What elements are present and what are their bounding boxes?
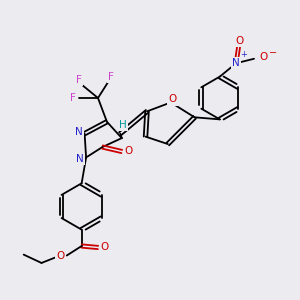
Text: F: F (70, 93, 76, 103)
Text: N: N (76, 154, 84, 164)
Text: N: N (232, 58, 240, 68)
Text: O: O (235, 36, 243, 46)
Text: O: O (56, 250, 64, 260)
Text: +: + (240, 50, 247, 59)
Text: O: O (168, 94, 176, 104)
Text: O: O (100, 242, 109, 253)
Text: H: H (119, 120, 127, 130)
Text: N: N (75, 127, 83, 137)
Text: F: F (76, 75, 82, 85)
Text: O: O (260, 52, 268, 62)
Text: −: − (269, 48, 278, 58)
Text: O: O (124, 146, 132, 157)
Text: F: F (108, 72, 114, 82)
